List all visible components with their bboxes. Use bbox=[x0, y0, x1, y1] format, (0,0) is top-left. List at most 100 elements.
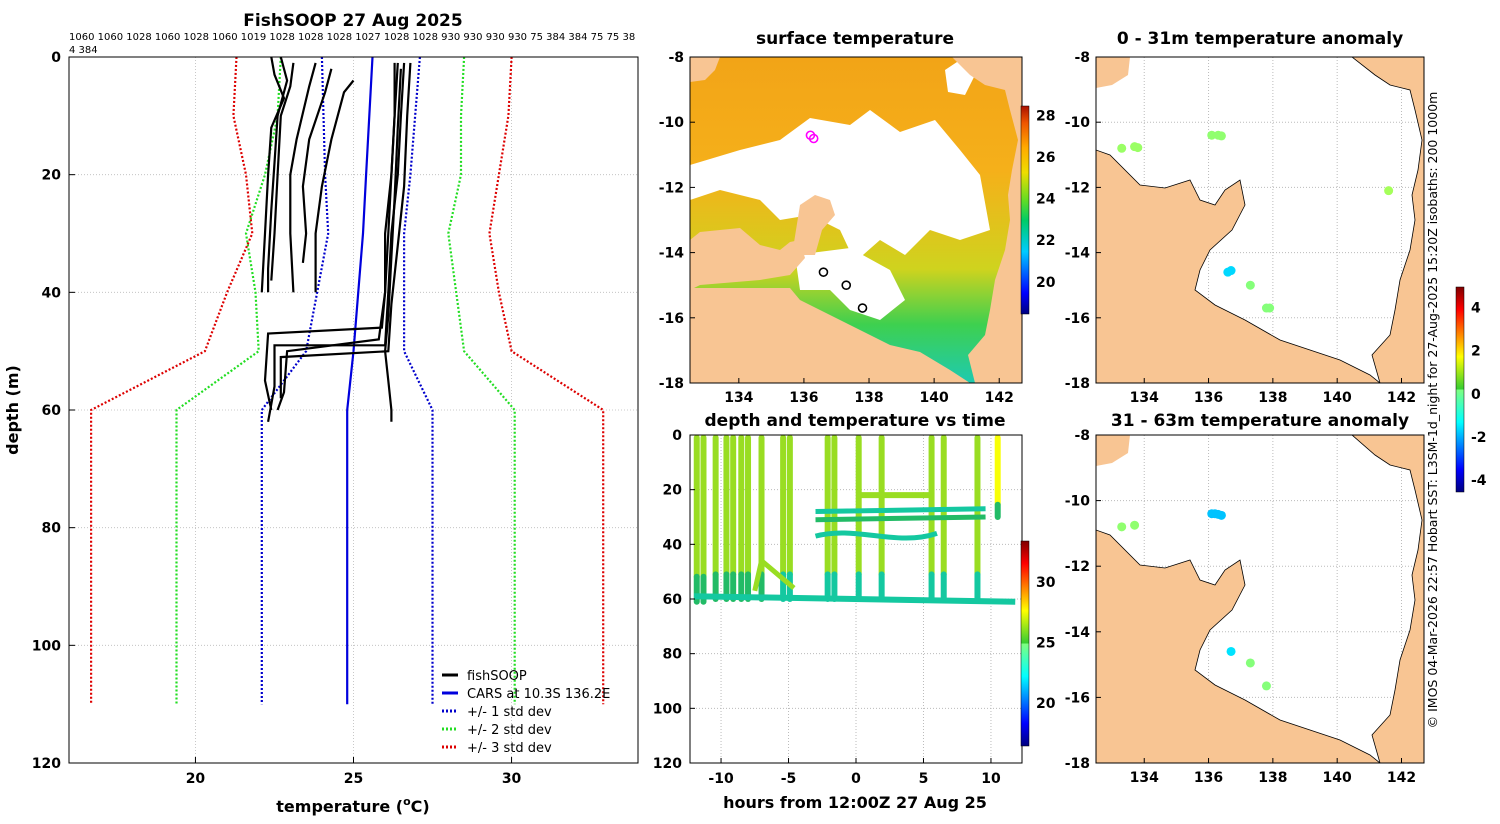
timeseries-xtick-label: 5 bbox=[919, 771, 929, 787]
anomaly-upper-panel: 0 - 31m temperature anomaly 134 136 138 140… bbox=[1065, 29, 1425, 406]
anomaly-lower-map bbox=[1096, 435, 1424, 763]
anomaly-upper-xtick-label: 134 bbox=[1130, 390, 1159, 406]
anomaly-upper-map bbox=[1096, 57, 1424, 383]
legend-label: CARS at 10.3S 136.2E bbox=[467, 687, 610, 702]
sst-land-east bbox=[952, 57, 1022, 383]
sst-ytick-label: -10 bbox=[659, 115, 685, 131]
anomaly-lower-land-west bbox=[1096, 529, 1381, 763]
anomaly-upper-point bbox=[1216, 131, 1226, 141]
anomaly-lower-point bbox=[1130, 520, 1140, 530]
anomaly-upper-xtick-label: 136 bbox=[1194, 390, 1223, 406]
profile-series-line bbox=[447, 57, 516, 705]
anomaly-upper-ytick-label: -14 bbox=[1065, 246, 1091, 262]
anomaly-lower-ytick-label: -16 bbox=[1065, 690, 1090, 706]
anomaly-upper-xtick-label: 140 bbox=[1323, 390, 1352, 406]
sst-marker bbox=[857, 303, 868, 313]
timeseries-xtick-label: -10 bbox=[708, 771, 734, 787]
anomaly-upper-point bbox=[1384, 186, 1394, 196]
profile-ytick-label: 120 bbox=[32, 756, 61, 772]
anomaly-colorbar-ticks: 4 2 0 -2 -4 bbox=[1471, 301, 1487, 490]
anomaly-upper-ytick-label: -12 bbox=[1065, 180, 1090, 196]
profile-series-group bbox=[90, 57, 605, 705]
timeseries-mid-track-2 bbox=[815, 514, 986, 523]
sst-marker bbox=[818, 267, 829, 277]
anomaly-upper-land-east bbox=[1351, 57, 1424, 383]
profile-xtick-label: 20 bbox=[186, 771, 206, 787]
timeseries-ytick-label: 40 bbox=[663, 537, 683, 553]
sst-map-panel: surface temperature 134 136 138 140 142 -8 -10… bbox=[659, 29, 1056, 406]
anomaly-upper-ytick-label: -18 bbox=[1065, 376, 1090, 392]
anomaly-colorbar-label: 4 bbox=[1471, 301, 1481, 317]
profile-series-line bbox=[276, 62, 396, 411]
timeseries-mid-track-3 bbox=[814, 530, 938, 541]
anomaly-lower-ytick-label: -12 bbox=[1065, 559, 1090, 575]
anomaly-colorbar-label: -2 bbox=[1471, 430, 1487, 446]
sst-ytick-label: -14 bbox=[659, 246, 685, 262]
timeseries-ytick-label: 0 bbox=[672, 428, 682, 444]
profile-grid bbox=[69, 56, 638, 764]
legend-label: +/- 2 std dev bbox=[467, 723, 552, 738]
anomaly-upper-point bbox=[1226, 266, 1236, 276]
profile-series-line bbox=[403, 57, 434, 705]
profile-series-line bbox=[267, 57, 289, 293]
anomaly-upper-point bbox=[1265, 303, 1275, 313]
anomaly-colorbar-label: -4 bbox=[1471, 473, 1487, 489]
anomaly-lower-points bbox=[1117, 509, 1271, 691]
profile-ylabel: depth (m) bbox=[3, 365, 22, 455]
sst-ytick-label: -18 bbox=[659, 376, 684, 392]
sst-cloud-1 bbox=[690, 110, 990, 262]
anomaly-lower-axes-frame bbox=[1095, 434, 1425, 764]
profile-top-labels-line1: 1060 1060 1028 1060 1028 1060 1019 1028 … bbox=[69, 32, 635, 43]
sst-colorbar-ticks: 28 26 24 22 20 bbox=[1036, 108, 1056, 290]
anomaly-lower-xtick-label: 138 bbox=[1258, 770, 1287, 786]
timeseries-xtick-label: 0 bbox=[851, 771, 861, 787]
sst-marker bbox=[841, 280, 852, 291]
anomaly-lower-xtick-label: 140 bbox=[1323, 770, 1352, 786]
timeseries-ytick-label: 100 bbox=[653, 701, 682, 717]
anomaly-lower-ytick-label: -8 bbox=[1074, 428, 1090, 444]
profile-top-labels-line2: 4 384 bbox=[69, 45, 98, 56]
anomaly-lower-land-northwest bbox=[1096, 435, 1130, 466]
anomaly-upper-land-west bbox=[1096, 149, 1381, 383]
anomaly-lower-land-east bbox=[1351, 435, 1424, 763]
sst-map-body bbox=[690, 57, 1022, 383]
anomaly-upper-ytick-label: -10 bbox=[1065, 115, 1091, 131]
profile-title: FishSOOP 27 Aug 2025 bbox=[243, 11, 462, 31]
sst-xtick-label: 140 bbox=[920, 390, 949, 406]
timeseries-ytick-label: 20 bbox=[663, 483, 683, 499]
legend-label: +/- 1 std dev bbox=[467, 705, 552, 720]
sst-land-northwest bbox=[690, 57, 720, 82]
profile-panel: FishSOOP 27 Aug 2025 1060 1060 1028 1060… bbox=[3, 11, 639, 816]
anomaly-upper-ytick-label: -16 bbox=[1065, 311, 1090, 327]
anomaly-lower-ytick-label: -14 bbox=[1065, 625, 1091, 641]
anomaly-upper-title: 0 - 31m temperature anomaly bbox=[1117, 29, 1403, 49]
anomaly-colorbar bbox=[1455, 286, 1465, 493]
legend-label: fishSOOP bbox=[467, 669, 527, 684]
timeseries-xtick-label: 10 bbox=[981, 771, 1001, 787]
profile-ytick-label: 20 bbox=[42, 168, 62, 184]
anomaly-upper-point bbox=[1245, 280, 1255, 290]
side-credit: © IMOS 04-Mar-2026 22:57 Hobart SST: L3S… bbox=[1425, 92, 1440, 729]
profile-series-line bbox=[260, 57, 330, 705]
timeseries-colorbar-label: 20 bbox=[1036, 696, 1056, 712]
timeseries-colorbar-label: 30 bbox=[1036, 575, 1056, 591]
anomaly-upper-point bbox=[1117, 143, 1127, 153]
anomaly-colorbar-label: 2 bbox=[1471, 344, 1481, 360]
profile-xlabel: temperature (oC) bbox=[276, 795, 429, 816]
sst-land-arnhem bbox=[690, 228, 805, 290]
anomaly-lower-xtick-label: 134 bbox=[1130, 770, 1159, 786]
anomaly-lower-title: 31 - 63m temperature anomaly bbox=[1111, 411, 1409, 431]
profile-ytick-label: 100 bbox=[32, 638, 61, 654]
profile-ytick-label: 40 bbox=[42, 285, 62, 301]
sst-ytick-label: -12 bbox=[659, 180, 684, 196]
timeseries-colorbar-label: 25 bbox=[1036, 636, 1055, 652]
profile-ticks: 20 25 30 0 20 40 60 80 100 120 bbox=[32, 50, 522, 787]
anomaly-lower-point bbox=[1117, 522, 1127, 532]
timeseries-panel: depth and temperature vs time -10 -5 0 5 100… bbox=[653, 411, 1056, 812]
anomaly-lower-point bbox=[1261, 681, 1271, 691]
profile-series-line bbox=[314, 79, 355, 293]
sst-colorbar-label: 24 bbox=[1036, 192, 1056, 208]
profile-ytick-label: 0 bbox=[51, 50, 61, 66]
sst-colorbar-label: 26 bbox=[1036, 150, 1055, 166]
